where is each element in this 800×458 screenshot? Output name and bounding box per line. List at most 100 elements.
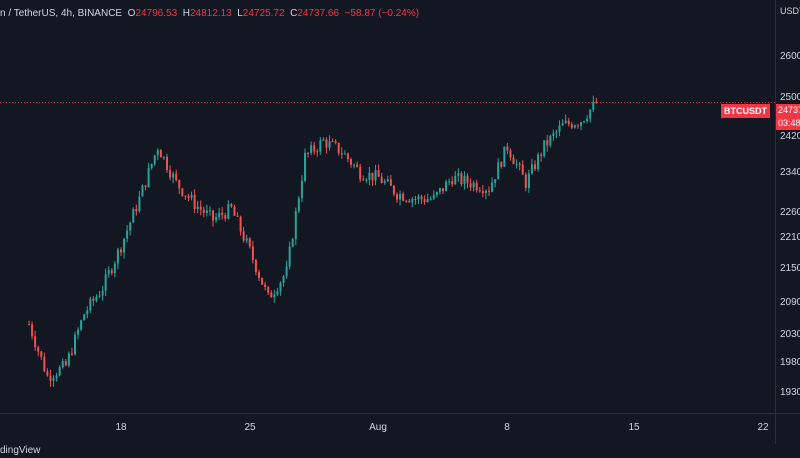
candle-down [331,141,334,143]
candle-up [86,310,89,315]
candle-down [371,172,374,181]
price-axis[interactable]: USDT 26000.00 25000.00 24200.00 23400.00… [775,0,800,413]
candle-down [488,190,490,192]
candle-down [405,200,408,202]
last-price-value: 24737.66 [778,105,800,115]
candle-up [497,162,500,180]
candle-down [509,150,512,158]
candle-down [316,151,319,153]
candle-down [92,298,95,301]
symbol-legend: n / TetherUS, 4h, BINANCE O24796.53 H248… [0,8,419,19]
candle-down [534,164,536,170]
candle-down [239,216,242,232]
candle-down [267,286,270,293]
candle-down [466,175,469,184]
time-tick: 22 [757,422,769,433]
legend-open-value: 24796.53 [135,8,178,19]
time-axis[interactable]: 18 25 Aug 8 15 22 [0,413,775,444]
candle-down [334,141,337,143]
price-tick: 20300.00 [780,329,800,340]
chart-pane[interactable]: n / TetherUS, 4h, BINANCE O24796.53 H248… [0,0,775,413]
candle-up [162,156,165,158]
candle-up [555,131,558,134]
candle-down [187,196,190,198]
candle-down [518,163,521,165]
candle-down [402,193,405,201]
candle-down [70,353,73,355]
candle-down [40,351,43,357]
candle-down [540,154,543,156]
candle-down [408,200,411,203]
candle-down [567,120,570,125]
candle-down [261,277,264,285]
candle-down [313,145,316,152]
price-tick: 24200.00 [780,131,800,142]
candle-up [411,198,414,203]
last-price-label: 24737.66 03:48 [776,104,800,130]
candle-up [89,298,92,311]
symbol-price-badge: BTCUSDT [721,104,770,118]
candle-down [258,272,260,278]
candle-down [28,324,30,326]
candle-up [432,194,435,199]
candle-down [31,324,34,337]
candle-up [527,173,530,189]
candle-up [297,198,300,212]
candle-down [251,246,254,260]
legend-close-label: C [290,8,298,19]
candle-down [396,194,398,200]
legend-high-value: 24812.13 [189,8,232,19]
time-tick: Aug [369,422,387,433]
candle-up [285,266,288,277]
candle-up [95,296,98,301]
price-tick: 19800.00 [780,357,800,368]
legend-low-value: 24725.72 [242,8,285,19]
candle-down [389,179,392,186]
candle-down [392,185,395,195]
candle-up [549,135,552,146]
candlestick-plot[interactable] [0,0,775,413]
candle-up [107,270,110,275]
candle-up [365,179,368,181]
candle-down [346,153,349,160]
candle-up [116,249,119,264]
candle-down [221,212,224,216]
price-tick: 21500.00 [780,263,800,274]
candle-down [356,164,359,167]
candle-down [380,176,383,183]
candle-up [445,181,448,192]
candle-down [451,181,454,185]
candle-down [184,195,187,197]
candle-up [215,217,218,221]
legend-close-value: 24737.66 [297,8,340,19]
candle-down [43,356,46,372]
candle-up [448,181,451,183]
candle-up [399,193,402,200]
candle-up [353,164,356,166]
candle-up [80,320,83,330]
legend-high-label: H [182,8,190,19]
candle-up [300,180,303,199]
candle-up [141,185,144,197]
candle-up [83,314,86,321]
candle-up [190,194,193,198]
candle-down [236,215,239,217]
candle-up [343,153,346,155]
candle-down [362,179,365,181]
candle-up [291,239,294,247]
candle-up [304,152,306,181]
candles-group [28,95,598,387]
candle-up [276,291,279,295]
legend-title: n / TetherUS, 4h, BINANCE [0,8,123,19]
candle-down [110,270,113,274]
candle-up [586,118,589,122]
candle-up [113,263,116,274]
candle-up [515,163,518,165]
candle-down [576,125,579,127]
price-tick: 19300.00 [780,387,800,398]
candle-up [288,246,291,267]
candle-down [230,204,233,207]
candle-up [374,170,377,181]
footer-brand: dingView [0,445,41,456]
candle-down [325,139,328,148]
